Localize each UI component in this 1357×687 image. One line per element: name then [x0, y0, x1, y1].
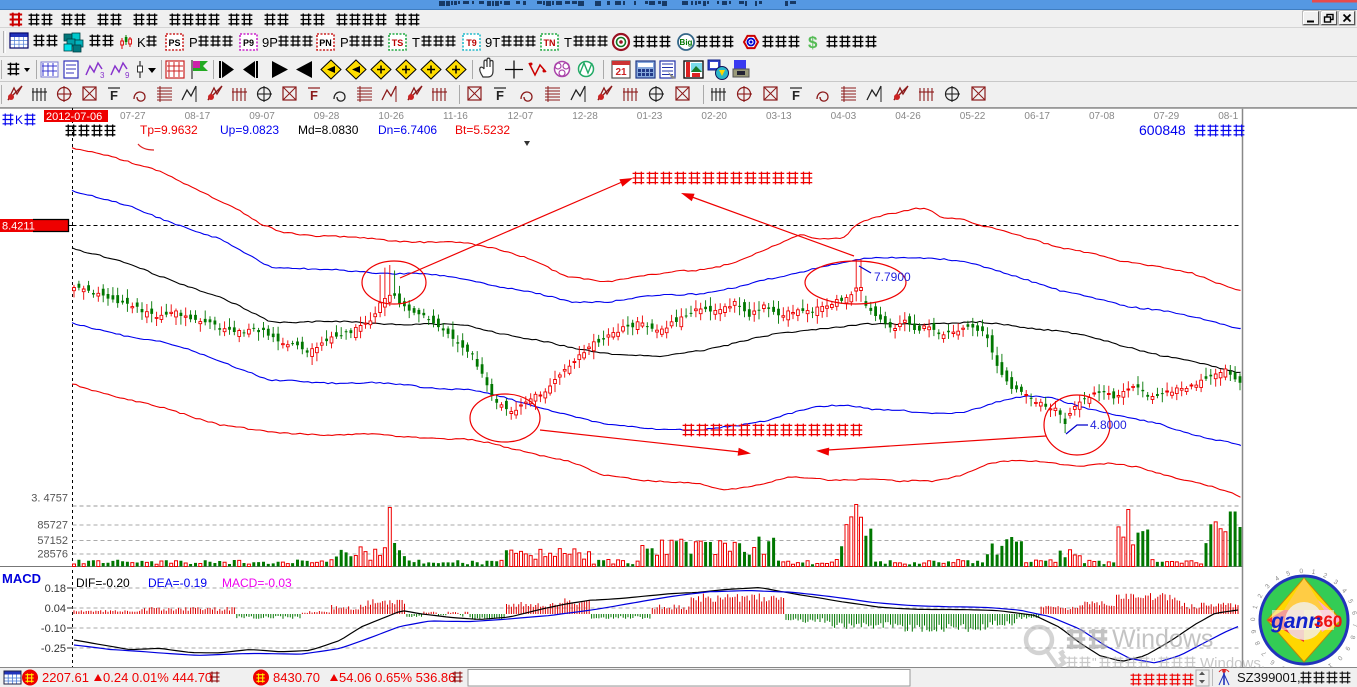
svg-text:8430.70: 8430.70 [273, 670, 320, 685]
svg-text:7.7900: 7.7900 [874, 270, 911, 284]
svg-text:4: 4 [1274, 575, 1281, 583]
svg-text:1: 1 [1252, 604, 1260, 610]
svg-text:28576: 28576 [37, 549, 68, 561]
svg-text:09-07: 09-07 [249, 111, 275, 122]
svg-text:600848: 600848 [1139, 122, 1186, 138]
svg-text:9T: 9T [485, 35, 500, 50]
svg-text:6: 6 [1350, 611, 1357, 616]
svg-text:08-17: 08-17 [185, 111, 211, 122]
svg-text:DIF=-0.20: DIF=-0.20 [76, 576, 130, 590]
svg-text:0.18: 0.18 [45, 583, 66, 595]
svg-text:05-22: 05-22 [960, 111, 986, 122]
svg-text:8: 8 [1348, 634, 1356, 640]
svg-text:gann: gann [1270, 610, 1321, 633]
svg-text:SZ399001,: SZ399001, [1237, 670, 1301, 685]
svg-text:F: F [792, 88, 800, 103]
svg-text:F: F [110, 88, 118, 103]
svg-text:85727: 85727 [37, 520, 68, 532]
svg-text:": " [1092, 655, 1097, 670]
svg-text:0.24 0.01% 444.70: 0.24 0.01% 444.70 [103, 670, 212, 685]
svg-text:1: 1 [1311, 569, 1316, 577]
svg-text:0.04: 0.04 [45, 603, 66, 615]
svg-text:1: 1 [1326, 661, 1333, 669]
svg-text:TS: TS [392, 38, 404, 48]
svg-text:04-26: 04-26 [895, 111, 921, 122]
svg-text:9: 9 [1343, 645, 1351, 652]
svg-text:9P: 9P [262, 35, 278, 50]
svg-text:7: 7 [1351, 623, 1357, 627]
svg-text:9: 9 [125, 71, 130, 80]
svg-text:Md=8.0830: Md=8.0830 [298, 123, 359, 137]
svg-text:F: F [310, 88, 318, 103]
svg-text:T9: T9 [466, 38, 477, 48]
svg-text:Windows.: Windows. [1200, 655, 1265, 672]
svg-text:0: 0 [1250, 617, 1257, 621]
svg-text:10-26: 10-26 [378, 111, 404, 122]
svg-text:Bt=5.5232: Bt=5.5232 [455, 123, 510, 137]
svg-text:": " [1151, 655, 1156, 670]
svg-text:07-27: 07-27 [120, 111, 146, 122]
svg-text:-0.25: -0.25 [41, 643, 66, 655]
svg-text:7: 7 [1260, 649, 1268, 657]
svg-text:-0.10: -0.10 [41, 623, 66, 635]
svg-text:Tp=9.9632: Tp=9.9632 [140, 123, 198, 137]
svg-text:DEA=-0.19: DEA=-0.19 [148, 576, 207, 590]
svg-text:P9: P9 [243, 38, 254, 48]
svg-text:PS: PS [168, 38, 180, 48]
svg-text:2012-07-06: 2012-07-06 [46, 111, 102, 123]
svg-text:4: 4 [1340, 587, 1348, 595]
svg-text:MACD=-0.03: MACD=-0.03 [222, 576, 292, 590]
svg-text:T: T [564, 35, 572, 50]
svg-text:Windows: Windows [1112, 625, 1213, 653]
svg-text:3: 3 [1264, 583, 1272, 591]
svg-text:09-28: 09-28 [314, 111, 340, 122]
svg-text:Big: Big [680, 38, 693, 47]
svg-text:01-23: 01-23 [637, 111, 663, 122]
svg-text:12-28: 12-28 [572, 111, 598, 122]
svg-text:57152: 57152 [37, 535, 68, 547]
svg-text:0: 0 [1299, 568, 1304, 575]
svg-text:3: 3 [1332, 579, 1339, 587]
svg-text:K: K [137, 35, 146, 50]
svg-text:54.06 0.65% 536.86: 54.06 0.65% 536.86 [339, 670, 455, 685]
svg-text:2: 2 [1322, 572, 1328, 580]
svg-text:5: 5 [1346, 598, 1354, 605]
svg-text:07-29: 07-29 [1154, 111, 1180, 122]
svg-text:Up=9.0823: Up=9.0823 [220, 123, 279, 137]
svg-text:P: P [340, 35, 349, 50]
svg-text:8: 8 [1254, 639, 1262, 646]
svg-text:P: P [189, 35, 198, 50]
svg-text:04-03: 04-03 [831, 111, 857, 122]
svg-text:12-07: 12-07 [508, 111, 534, 122]
svg-text:F: F [496, 88, 504, 103]
svg-text:T: T [412, 35, 420, 50]
svg-text:0: 0 [1336, 654, 1344, 662]
svg-text:Dn=6.7406: Dn=6.7406 [378, 123, 437, 137]
svg-text:08-1: 08-1 [1218, 111, 1238, 122]
svg-text:2: 2 [1257, 593, 1265, 600]
svg-text:02-20: 02-20 [701, 111, 727, 122]
svg-text:K: K [15, 113, 23, 127]
svg-text:360: 360 [1314, 612, 1342, 631]
svg-text:03-13: 03-13 [766, 111, 792, 122]
svg-text:6: 6 [1269, 658, 1276, 666]
svg-text:3. 4757: 3. 4757 [31, 493, 68, 505]
svg-text:06-17: 06-17 [1024, 111, 1050, 122]
svg-text:3: 3 [100, 71, 105, 80]
svg-text:$: $ [808, 33, 818, 52]
svg-text:21: 21 [615, 67, 627, 78]
svg-text:4.8000: 4.8000 [1090, 418, 1127, 432]
svg-text:PN: PN [319, 38, 332, 48]
svg-text:MACD: MACD [2, 571, 41, 586]
svg-text:8.4211: 8.4211 [2, 221, 35, 233]
svg-text:11-16: 11-16 [443, 111, 468, 122]
svg-text:2207.61: 2207.61 [42, 670, 89, 685]
svg-text:TN: TN [544, 38, 556, 48]
svg-text:9: 9 [1250, 629, 1258, 634]
svg-text:07-08: 07-08 [1089, 111, 1115, 122]
svg-text:5: 5 [1285, 570, 1291, 578]
